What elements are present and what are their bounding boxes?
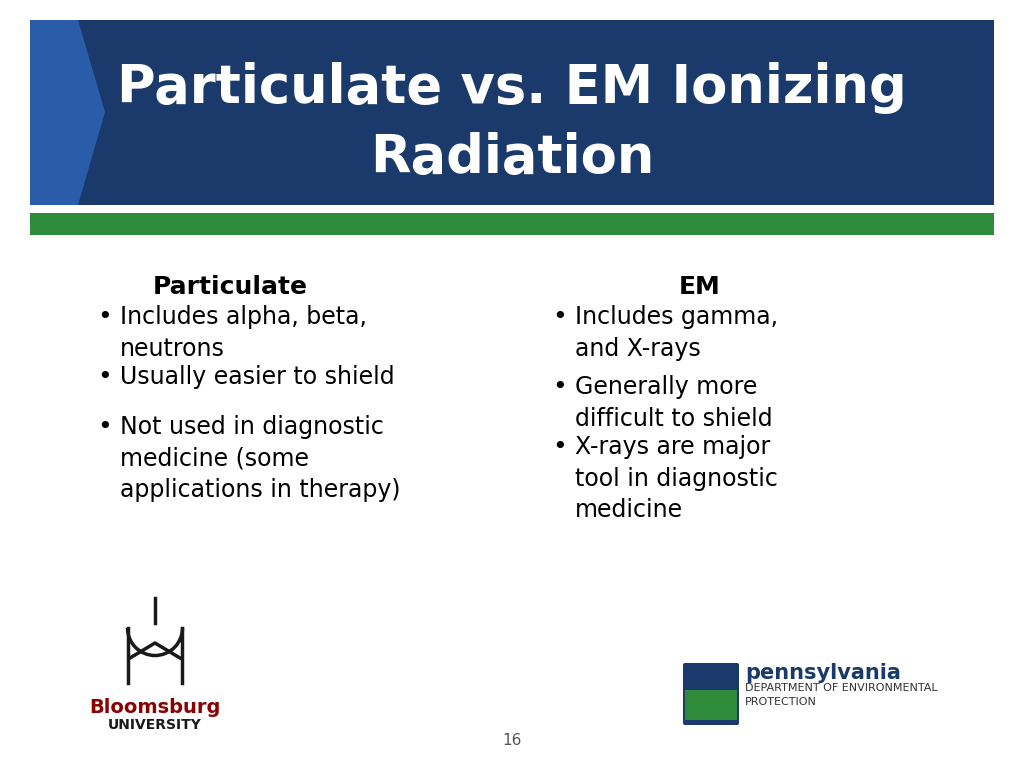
Text: Generally more
difficult to shield: Generally more difficult to shield: [575, 375, 773, 431]
Text: Radiation: Radiation: [370, 132, 654, 184]
Text: UNIVERSITY: UNIVERSITY: [109, 718, 202, 732]
Text: Particulate vs. EM Ionizing: Particulate vs. EM Ionizing: [117, 62, 907, 114]
Text: DEPARTMENT OF ENVIRONMENTAL: DEPARTMENT OF ENVIRONMENTAL: [745, 683, 938, 693]
Text: EM: EM: [679, 275, 721, 299]
Text: 16: 16: [503, 733, 521, 748]
Text: Not used in diagnostic
medicine (some
applications in therapy): Not used in diagnostic medicine (some ap…: [120, 415, 400, 502]
FancyBboxPatch shape: [30, 213, 994, 235]
Text: Includes gamma,
and X-rays: Includes gamma, and X-rays: [575, 305, 778, 361]
Text: Includes alpha, beta,
neutrons: Includes alpha, beta, neutrons: [120, 305, 367, 361]
Polygon shape: [30, 20, 105, 205]
Text: PROTECTION: PROTECTION: [745, 697, 817, 707]
Text: •: •: [97, 415, 113, 439]
FancyBboxPatch shape: [683, 663, 739, 725]
Text: •: •: [553, 375, 567, 399]
Text: Particulate: Particulate: [153, 275, 307, 299]
Text: Bloomsburg: Bloomsburg: [89, 698, 221, 717]
Text: Usually easier to shield: Usually easier to shield: [120, 365, 394, 389]
Text: •: •: [97, 305, 113, 329]
Text: •: •: [553, 435, 567, 459]
Text: X-rays are major
tool in diagnostic
medicine: X-rays are major tool in diagnostic medi…: [575, 435, 778, 522]
Text: •: •: [553, 305, 567, 329]
FancyBboxPatch shape: [685, 690, 737, 720]
Text: pennsylvania: pennsylvania: [745, 663, 901, 683]
FancyBboxPatch shape: [30, 20, 994, 205]
Text: •: •: [97, 365, 113, 389]
